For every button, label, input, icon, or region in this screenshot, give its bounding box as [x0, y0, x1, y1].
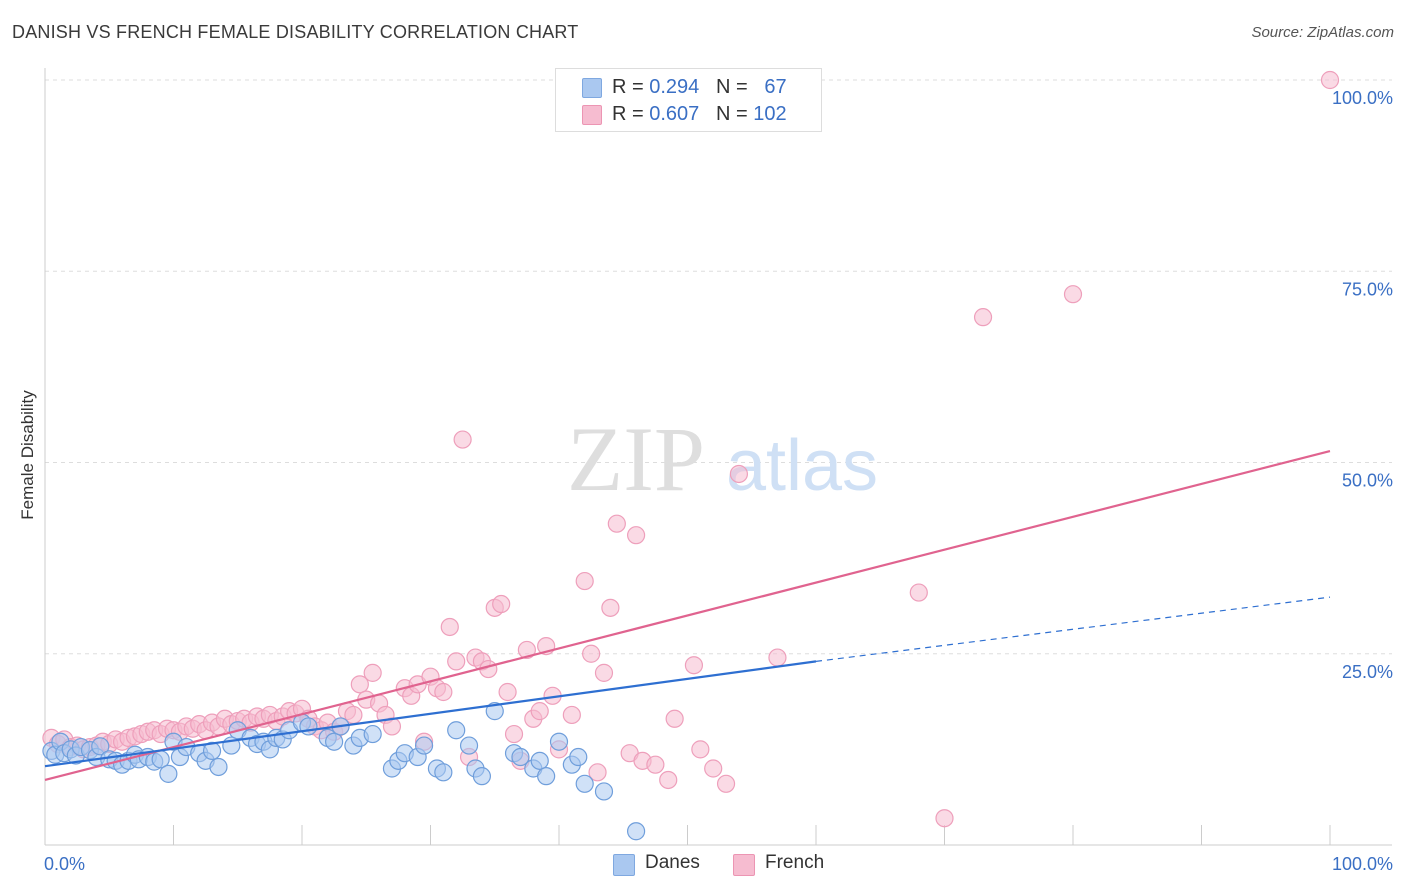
french-point: [588, 763, 607, 782]
bottom-legend-swatch-danes: [613, 854, 635, 876]
french-point: [646, 755, 665, 774]
legend-text-danes: R = 0.294 N = 67: [612, 76, 787, 99]
y-tick-label: 50.0%: [1342, 471, 1393, 491]
french-point: [729, 464, 749, 484]
french-point: [768, 648, 787, 667]
french-point: [601, 598, 620, 617]
french-point: [363, 663, 382, 682]
legend-n-label: N =: [715, 76, 748, 98]
french-point: [594, 663, 614, 682]
legend-r-value: 0.607: [649, 103, 700, 125]
y-tick-label: 75.0%: [1342, 279, 1393, 299]
tick-labels: 25.0% 50.0% 75.0% 100.0% 0.0% 100.0%: [44, 88, 1393, 874]
legend-r-value: 0.294: [649, 76, 700, 98]
danes-point: [459, 736, 479, 755]
danes-point: [511, 747, 530, 767]
legend-n-value: 102: [753, 103, 787, 125]
danes-trend-line: [44, 660, 817, 768]
x-tick-label: 100.0%: [1332, 854, 1393, 874]
legend-r-label: R =: [612, 76, 644, 98]
french-point: [973, 308, 993, 327]
french-point: [530, 702, 549, 721]
legend-swatch-danes: [582, 78, 602, 98]
danes-point: [485, 702, 504, 721]
french-point: [492, 594, 511, 614]
watermark-zip: ZIP: [567, 408, 705, 510]
danes-point: [299, 717, 318, 736]
trend-lines: [44, 449, 1331, 782]
french-point: [935, 809, 954, 828]
danes-point: [414, 736, 434, 755]
y-axis-label: Female Disability: [18, 390, 37, 520]
legend-swatch-french: [582, 105, 602, 125]
french-point: [350, 675, 369, 694]
french-point: [607, 514, 626, 533]
watermark-atlas: atlas: [726, 426, 878, 506]
french-point: [498, 682, 517, 702]
danes-point: [325, 732, 344, 751]
french-point: [447, 652, 466, 671]
danes-trend-extension: [815, 596, 1331, 662]
bottom-legend-swatch-french: [733, 854, 755, 876]
y-tick-label: 100.0%: [1332, 88, 1393, 108]
french-point: [453, 430, 472, 449]
danes-point: [575, 774, 594, 793]
danes-point: [549, 732, 569, 751]
french-point: [665, 709, 684, 728]
danes-point: [569, 747, 588, 767]
chart-title: DANISH VS FRENCH FEMALE DISABILITY CORRE…: [12, 22, 579, 42]
danes-point: [363, 724, 382, 744]
x-tick-label: 0.0%: [44, 854, 85, 874]
correlation-legend: R = 0.294 N = 67 R = 0.607 N = 102: [555, 68, 822, 132]
french-point: [504, 724, 524, 744]
french-point: [659, 770, 678, 790]
legend-n-label: N =: [715, 103, 748, 125]
legend-n-value: 67: [764, 76, 787, 98]
french-point: [684, 656, 704, 675]
french-point: [382, 717, 402, 736]
danes-point: [434, 763, 453, 782]
french-point: [434, 682, 453, 702]
legend-text-french: R = 0.607 N = 102: [612, 103, 787, 126]
french-point: [716, 774, 736, 793]
danes-point: [159, 764, 178, 783]
danes-point: [447, 721, 466, 740]
french-trend-line: [44, 449, 1331, 782]
watermark: ZIP atlas: [567, 408, 878, 510]
bottom-legend-label-danes: Danes: [645, 852, 700, 873]
danes-point: [537, 767, 556, 786]
bottom-legend-label-french: French: [765, 852, 825, 873]
legend-r-label: R =: [612, 103, 644, 125]
danes-point: [594, 782, 614, 801]
danes-point: [209, 757, 228, 777]
danes-point: [530, 751, 549, 770]
french-point: [517, 640, 536, 660]
source-label: Source: ZipAtlas.com: [1251, 24, 1394, 41]
grid-lines: [45, 79, 1392, 655]
french-point: [1320, 70, 1340, 90]
french-point: [582, 644, 601, 663]
french-point: [575, 571, 594, 591]
french-point: [562, 705, 581, 725]
french-point: [909, 583, 928, 602]
danes-point: [91, 737, 110, 756]
french-point: [691, 740, 710, 759]
axes: [44, 68, 1392, 846]
french-point: [704, 759, 723, 778]
danes-point: [626, 822, 646, 841]
danes-point: [472, 767, 491, 786]
danes-points: [42, 702, 646, 841]
y-tick-label: 25.0%: [1342, 662, 1393, 682]
french-point: [626, 526, 646, 545]
french-point: [1063, 285, 1083, 304]
french-point: [440, 617, 459, 637]
